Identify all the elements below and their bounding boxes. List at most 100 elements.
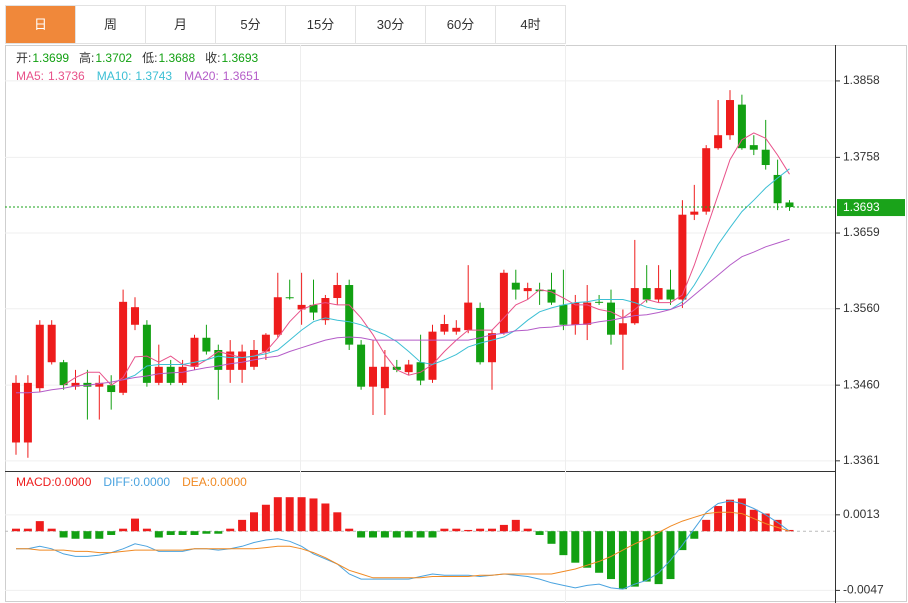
macd-bar (12, 528, 20, 532)
candle-body (642, 288, 651, 300)
macd-bar (499, 524, 508, 532)
ma-line (63, 132, 790, 386)
legend-value: 1.3651 (223, 69, 260, 83)
macd-bar (416, 531, 425, 538)
macd-bar (35, 521, 44, 532)
candle-body (285, 297, 294, 299)
candle-body (273, 297, 282, 335)
y-tick-label: 1.3659 (843, 225, 880, 239)
legend-value: 1.3736 (48, 69, 85, 83)
period-tab[interactable]: 日 (6, 6, 76, 43)
period-tab[interactable]: 15分 (286, 6, 356, 43)
macd-bar (618, 531, 627, 590)
legend-label: DEA: (182, 475, 210, 489)
y-tick-label: -0.0047 (843, 583, 884, 597)
period-tab[interactable]: 月 (146, 6, 216, 43)
macd-bar (202, 531, 211, 534)
macd-bar (654, 531, 663, 585)
candle-body (166, 366, 175, 383)
candle-body (404, 364, 413, 373)
period-tab[interactable]: 5分 (216, 6, 286, 43)
summary-label: 开: (16, 51, 31, 65)
candle-body (773, 174, 782, 204)
macd-bar (166, 531, 175, 535)
macd-bar (226, 528, 235, 532)
macd-bar (761, 513, 770, 532)
macd-bar (714, 506, 723, 532)
period-tab[interactable]: 30分 (356, 6, 426, 43)
y-tick-label: 1.3361 (843, 453, 880, 467)
macd-bar (71, 531, 80, 539)
period-tab[interactable]: 周 (76, 6, 146, 43)
candle-body (59, 362, 68, 386)
macd-bar (559, 531, 568, 556)
candle-body (654, 288, 663, 300)
macd-bar (476, 528, 485, 532)
macd-line (16, 511, 790, 579)
summary-label: 低: (142, 51, 157, 65)
candle-body (297, 304, 306, 310)
macd-bar (214, 531, 223, 534)
macd-bar (523, 528, 532, 532)
summary-label: 收: (205, 51, 220, 65)
legend-label: MA10: (97, 69, 132, 83)
legend-label: MACD: (16, 475, 55, 489)
macd-bar (95, 531, 104, 539)
candle-body (95, 382, 104, 387)
candle-body (119, 301, 128, 393)
candle-body (785, 202, 794, 208)
candle-body (761, 149, 770, 166)
macd-bar (642, 531, 651, 582)
candle-body (71, 382, 80, 387)
period-tabs: 日周月 5分 15分 30分 60分 4时 (5, 5, 566, 44)
candle-body (250, 349, 258, 367)
candle-body (23, 382, 32, 443)
candle-body (107, 385, 116, 393)
macd-bar (511, 519, 520, 532)
legend-value: 0.0000 (210, 475, 247, 489)
candle-body (190, 337, 199, 367)
macd-line (16, 500, 790, 590)
macd-bar (380, 531, 389, 538)
ma-line (16, 238, 790, 394)
macd-bar (142, 528, 151, 532)
candle-body (35, 324, 44, 389)
candle-body (488, 333, 496, 363)
y-tick-label: 1.3858 (843, 73, 880, 87)
macd-bar (238, 519, 247, 532)
summary-value: 1.3693 (221, 51, 258, 65)
candle-body (702, 148, 711, 212)
macd-bar (571, 531, 580, 563)
ma-line (122, 168, 790, 381)
macd-bar (428, 531, 437, 538)
period-tab[interactable]: 60分 (426, 6, 496, 43)
legend-value: 0.0000 (55, 475, 92, 489)
candle-body (369, 366, 377, 387)
macd-bar (190, 531, 199, 535)
macd-bar (59, 531, 68, 538)
macd-bar (309, 498, 318, 532)
summary-value: 1.3699 (32, 51, 69, 65)
macd-bar (333, 512, 342, 532)
macd-bar (357, 531, 366, 538)
y-tick-label: 1.3758 (843, 150, 880, 164)
candle-body (392, 366, 401, 370)
macd-bar (440, 528, 449, 532)
macd-bar (392, 531, 401, 538)
candle-body (523, 288, 532, 292)
legend-value: 1.3743 (135, 69, 172, 83)
legend-label: DIFF: (103, 475, 133, 489)
macd-bar (535, 531, 544, 535)
macd-bar (273, 497, 282, 532)
period-tab[interactable]: 4时 (496, 6, 566, 43)
macd-bar (297, 497, 306, 532)
candle-body (142, 324, 151, 383)
macd-bar (285, 497, 294, 532)
candle-body (714, 135, 723, 149)
candle-body (607, 302, 615, 335)
candle-body (214, 349, 223, 370)
macd-bar (47, 528, 56, 532)
candle-body (464, 302, 473, 331)
candle-body (357, 344, 366, 387)
